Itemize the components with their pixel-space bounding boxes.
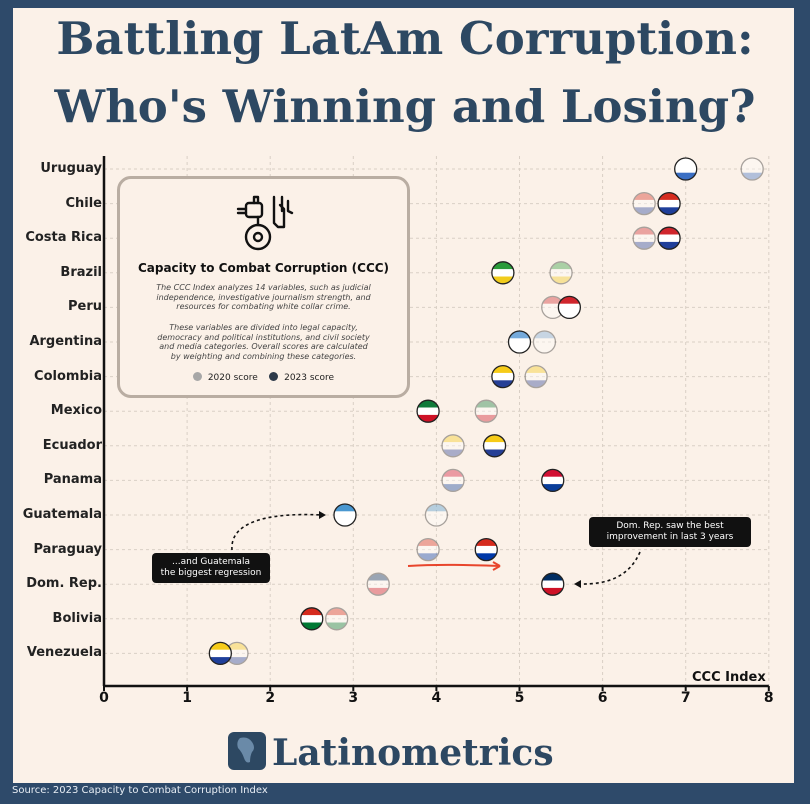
- legend-2020-label: 2020 score: [207, 373, 258, 383]
- country-label: Panama: [43, 472, 102, 488]
- x-tick-label: 7: [680, 690, 691, 706]
- x-tick-label: 8: [763, 690, 774, 706]
- x-axis-title: CCC Index: [692, 670, 766, 685]
- title-line-2: Who's Winning and Losing?: [54, 80, 756, 133]
- info-description-2: These variables are divided into legal c…: [157, 323, 370, 361]
- source-note: Source: 2023 Capacity to Combat Corrupti…: [12, 785, 268, 796]
- country-label: Brazil: [60, 264, 102, 280]
- x-tick-label: 5: [514, 690, 525, 706]
- info-description-1: The CCC Index analyzes 14 variables, suc…: [156, 283, 371, 311]
- info-title: Capacity to Combat Corruption (CCC): [137, 261, 390, 275]
- country-label: Uruguay: [40, 161, 102, 176]
- country-label: Mexico: [50, 403, 102, 419]
- country-label: Ecuador: [42, 437, 102, 453]
- title-line-1: Battling LatAm Corruption:: [56, 12, 754, 65]
- legend-2023-swatch: [269, 372, 279, 381]
- legend: 2020 score 2023 score: [120, 372, 407, 383]
- x-tick-label: 1: [182, 690, 192, 706]
- x-tick-label: 2: [265, 690, 276, 706]
- country-label: Argentina: [29, 334, 102, 349]
- legend-2020-swatch: [192, 372, 202, 381]
- brand-name: Latinometrics: [272, 732, 554, 774]
- country-label: Costa Rica: [25, 230, 102, 246]
- country-label: Venezuela: [26, 645, 102, 661]
- x-tick-label: 3: [348, 690, 359, 706]
- country-label: Bolivia: [52, 610, 102, 626]
- anti-corruption-icon: [236, 195, 294, 251]
- legend-2023-label: 2023 score: [284, 373, 335, 383]
- callout-guatemala: ...and Guatemala the biggest regression: [152, 553, 270, 583]
- info-box: Capacity to Combat Corruption (CCC) The …: [117, 176, 410, 398]
- x-tick-label: 0: [99, 690, 109, 706]
- country-label: Colombia: [34, 368, 102, 384]
- country-label: Guatemala: [22, 507, 102, 522]
- country-label: Paraguay: [33, 541, 102, 557]
- callout-dom-rep: Dom. Rep. saw the best improvement in la…: [589, 517, 751, 547]
- country-label: Dom. Rep.: [26, 576, 102, 592]
- brand-logo: [228, 732, 266, 770]
- country-label: Peru: [67, 299, 102, 315]
- x-tick-label: 6: [597, 690, 608, 706]
- x-tick-label: 4: [431, 690, 442, 706]
- country-label: Chile: [65, 195, 102, 211]
